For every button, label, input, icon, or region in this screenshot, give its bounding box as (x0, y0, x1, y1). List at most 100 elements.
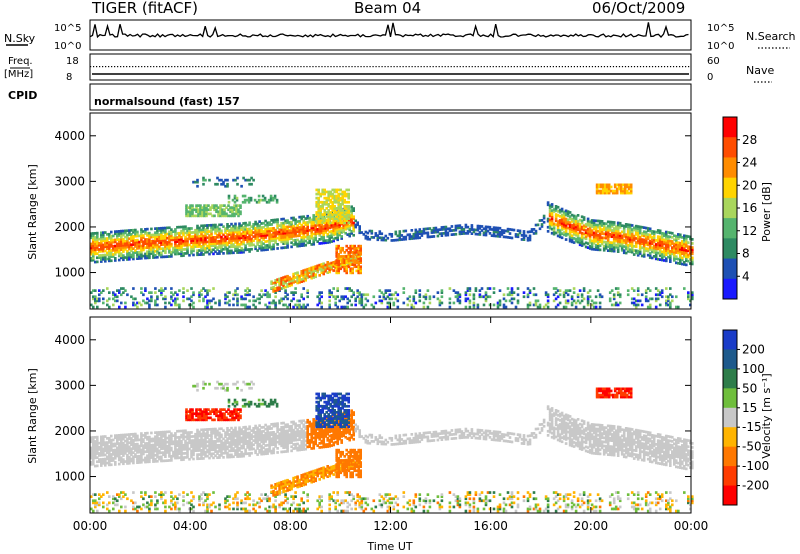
power-cell (554, 305, 558, 309)
power-cell (675, 305, 678, 309)
velocity-cell (164, 440, 167, 444)
power-cell (178, 236, 181, 239)
power-cell (142, 293, 145, 297)
velocity-cell (160, 459, 163, 463)
power-cell (280, 224, 283, 227)
power-cell (432, 228, 436, 232)
power-cell (663, 246, 666, 250)
power-cell (474, 228, 478, 232)
power-cell (366, 231, 370, 235)
power-cell (476, 232, 480, 236)
power-cell (168, 251, 171, 254)
power-cell (600, 295, 604, 299)
power-cell (614, 287, 618, 290)
freq-tick-bottom: 8 (66, 72, 72, 83)
velocity-cell (122, 452, 125, 455)
power-cell (96, 235, 99, 239)
power-cell (624, 251, 628, 255)
power-cell (208, 252, 211, 256)
power-cell (355, 248, 358, 252)
power-cell (196, 178, 199, 182)
power-cell (590, 247, 594, 251)
power-cell (319, 205, 322, 208)
power-cell (198, 249, 201, 252)
power-cell (338, 231, 341, 235)
power-cell (582, 218, 586, 221)
power-cell (624, 241, 628, 245)
power-cell (632, 253, 636, 256)
power-cell (644, 299, 648, 303)
power-cell (484, 225, 488, 229)
power-cell (322, 241, 325, 245)
velocity-cell (136, 444, 139, 448)
power-cell (306, 223, 309, 226)
power-cell (146, 244, 149, 247)
power-cell (510, 301, 514, 305)
power-cell (290, 216, 293, 220)
power-cell (348, 289, 351, 292)
velocity-cell (138, 457, 141, 460)
freq-dot (489, 66, 491, 68)
power-cell (124, 245, 127, 249)
power-cell (359, 248, 362, 252)
power-cell (580, 295, 584, 299)
velocity-cell (94, 464, 97, 468)
power-cell (394, 297, 398, 301)
power-cell (110, 245, 113, 248)
power-cell (206, 246, 209, 250)
power-cell (570, 301, 574, 305)
velocity-cell (140, 438, 143, 442)
power-cell (106, 245, 109, 249)
power-cell (335, 253, 338, 256)
power-cell (613, 185, 617, 189)
power-cell (214, 240, 217, 243)
power-cell (128, 233, 131, 236)
nsky-label: N.Sky (4, 32, 36, 45)
power-cell (330, 225, 333, 229)
power-cell (314, 224, 317, 227)
power-cell (606, 243, 610, 246)
power-cell (240, 234, 243, 238)
power-cell (182, 299, 185, 303)
power-cell (351, 246, 354, 250)
power-cell (618, 301, 622, 305)
power-cell (272, 247, 275, 251)
power-cell (590, 225, 594, 228)
power-cell (574, 301, 578, 305)
power-cell (656, 257, 660, 261)
power-cell (214, 246, 217, 249)
power-cell (258, 226, 261, 230)
power-cell (634, 299, 638, 303)
power-cell (343, 190, 346, 194)
freq-dot (120, 66, 122, 68)
power-cell (432, 231, 436, 234)
freq-dot (201, 66, 203, 68)
power-cell (648, 254, 652, 257)
power-cell (255, 200, 259, 204)
power-cell (216, 248, 219, 251)
power-cell (342, 230, 345, 234)
power-cell (212, 236, 215, 239)
power-cell (216, 225, 219, 229)
power-cell (438, 301, 442, 305)
power-cell (333, 198, 336, 202)
power-cell (200, 249, 203, 252)
power-cell (560, 222, 564, 225)
power-cell (140, 232, 143, 235)
power-cell (128, 253, 131, 257)
power-cell (333, 207, 336, 210)
power-cell (644, 234, 648, 238)
power-cell (128, 241, 131, 245)
power-cell (292, 235, 295, 238)
power-cell (323, 213, 326, 216)
power-cell (192, 301, 195, 305)
power-cell (189, 206, 192, 209)
power-cell (226, 295, 229, 299)
power-cell (176, 246, 179, 250)
freq-dot (195, 66, 197, 68)
power-cell (314, 226, 317, 229)
power-cell (656, 247, 660, 251)
power-cell (267, 200, 271, 204)
power-cell (284, 281, 287, 285)
power-cell (560, 215, 564, 219)
